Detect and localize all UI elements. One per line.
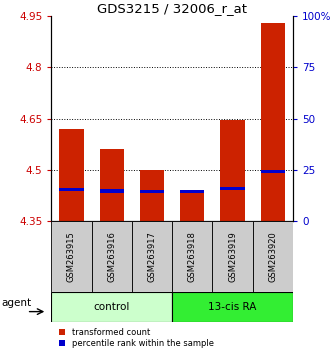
Text: GSM263917: GSM263917	[148, 231, 157, 282]
Bar	[51, 292, 172, 322]
Bar	[51, 221, 92, 292]
Bar	[59, 129, 83, 221]
Text: GSM263918: GSM263918	[188, 231, 197, 282]
Bar	[100, 189, 124, 193]
Bar	[92, 221, 132, 292]
Bar	[253, 221, 293, 292]
Text: GSM263915: GSM263915	[67, 231, 76, 282]
Text: GSM263919: GSM263919	[228, 231, 237, 282]
Bar	[59, 188, 83, 192]
Bar	[172, 292, 293, 322]
Bar	[140, 190, 164, 193]
Bar	[213, 221, 253, 292]
Bar	[132, 221, 172, 292]
Text: 13-cis RA: 13-cis RA	[208, 302, 257, 312]
Bar	[220, 187, 245, 190]
Bar	[172, 221, 213, 292]
Bar	[100, 149, 124, 221]
Text: control: control	[94, 302, 130, 312]
Bar	[261, 23, 285, 221]
Text: GSM263916: GSM263916	[107, 231, 116, 282]
Bar	[180, 190, 204, 193]
Title: GDS3215 / 32006_r_at: GDS3215 / 32006_r_at	[97, 2, 247, 15]
Text: agent: agent	[1, 298, 31, 308]
Legend: transformed count, percentile rank within the sample: transformed count, percentile rank withi…	[56, 325, 217, 352]
Bar	[140, 170, 164, 221]
Bar	[220, 120, 245, 221]
Bar	[180, 190, 204, 221]
Bar	[261, 170, 285, 173]
Text: GSM263920: GSM263920	[268, 231, 277, 282]
